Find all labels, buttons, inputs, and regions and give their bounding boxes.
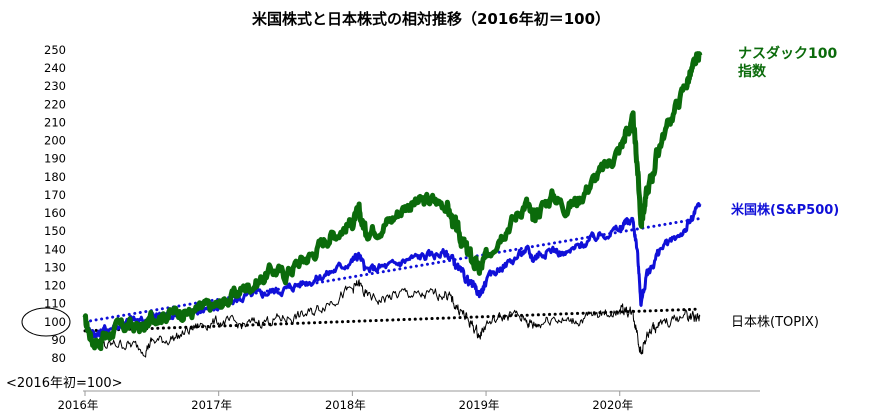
series-label-sp500: 米国株(S&P500) [731, 202, 839, 218]
y-tick-label-250: 250 [44, 43, 66, 57]
baseline-note: <2016年初=100> [6, 376, 123, 391]
y-tick-label-130: 130 [44, 260, 66, 274]
y-tick-label-190: 190 [44, 152, 66, 166]
series-line-nasdaq100 [82, 51, 703, 352]
y-tick-label-100: 100 [44, 315, 66, 329]
series-label-nasdaq-line1: ナスダック100 [738, 45, 837, 62]
y-tick-label-160: 160 [44, 206, 66, 220]
x-tick-label-1: 2017年 [191, 398, 232, 412]
series-line-topix [84, 279, 701, 358]
trendline-0 [83, 216, 702, 324]
chart-title: 米国株式と日本株式の相対推移（2016年初＝100） [252, 10, 610, 28]
y-tick-label-200: 200 [44, 134, 66, 148]
y-tick-label-120: 120 [44, 279, 66, 293]
y-tick-label-210: 210 [44, 115, 66, 129]
y-tick-label-80: 80 [51, 351, 66, 365]
y-tick-label-220: 220 [44, 97, 66, 111]
x-tick-label-0: 2016年 [58, 398, 99, 412]
y-tick-label-240: 240 [44, 61, 66, 75]
y-tick-label-110: 110 [44, 297, 66, 311]
series-label-nasdaq-line2: 指数 [738, 63, 767, 80]
x-tick-label-2: 2018年 [325, 398, 366, 412]
y-tick-label-90: 90 [51, 333, 66, 347]
series-label-topix: 日本株(TOPIX) [731, 315, 819, 330]
y-tick-label-230: 230 [44, 79, 66, 93]
series-lines [82, 51, 703, 358]
y-axis-ticks: 80 90 100 110 120 130 140 150 160 170 180 190 200 210… [44, 43, 66, 365]
trendline-1 [83, 307, 702, 333]
y-tick-label-140: 140 [44, 242, 66, 256]
y-tick-label-170: 170 [44, 188, 66, 202]
x-tick-label-4: 2020年 [592, 398, 633, 412]
x-tick-label-3: 2019年 [459, 398, 500, 412]
baseline-highlight-ellipse [21, 307, 71, 337]
y-tick-label-150: 150 [44, 224, 66, 238]
y-tick-label-180: 180 [44, 170, 66, 184]
x-axis-ticks: 2016年 2017年 2018年 2019年 2020年 [58, 390, 760, 412]
